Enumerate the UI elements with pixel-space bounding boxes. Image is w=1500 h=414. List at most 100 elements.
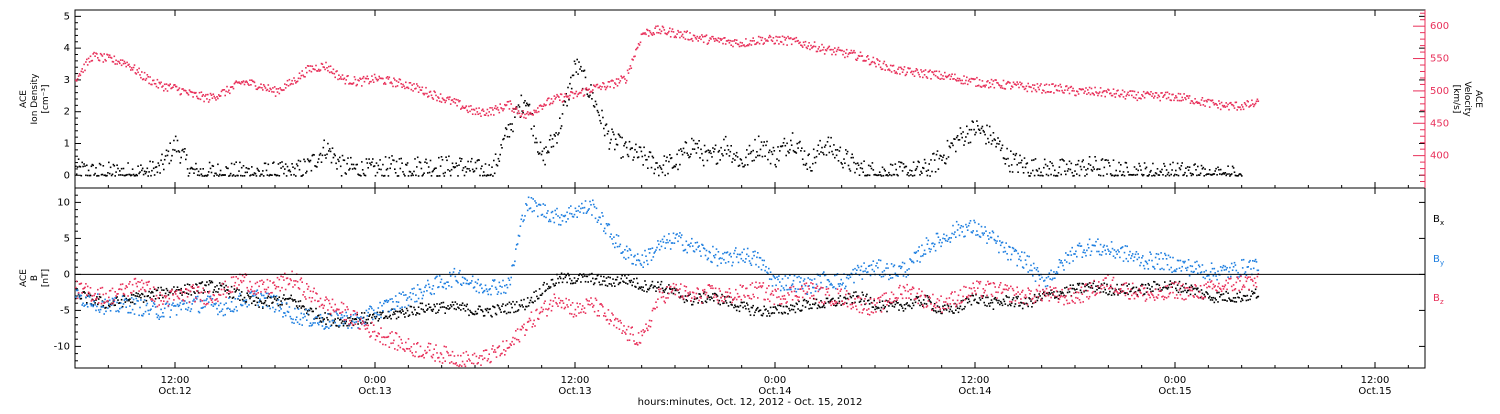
series-density-point bbox=[478, 159, 480, 161]
series-bx-point bbox=[897, 302, 899, 304]
series-density-point bbox=[240, 175, 242, 177]
series-velocity-point bbox=[413, 83, 415, 85]
series-bx-point bbox=[166, 288, 168, 290]
series-bx-point bbox=[1130, 290, 1132, 292]
series-density-point bbox=[299, 169, 301, 171]
series-velocity-point bbox=[922, 77, 924, 79]
series-density-point bbox=[872, 162, 874, 164]
series-bx-point bbox=[398, 316, 400, 318]
series-bx-point bbox=[105, 307, 107, 309]
series-density-point bbox=[183, 151, 185, 153]
series-bx bbox=[75, 273, 1259, 328]
field-ytick-label-2: 0 bbox=[64, 269, 70, 280]
series-density-point bbox=[837, 149, 839, 151]
series-by-point bbox=[733, 253, 735, 255]
series-density-point bbox=[100, 164, 102, 166]
series-density-point bbox=[664, 175, 666, 177]
series-density-point bbox=[929, 175, 931, 177]
series-bx-point bbox=[618, 284, 620, 286]
series-by-point bbox=[154, 304, 156, 306]
series-by-point bbox=[775, 285, 777, 287]
series-velocity-point bbox=[1180, 93, 1182, 95]
series-by-point bbox=[236, 310, 238, 312]
series-density-point bbox=[424, 161, 426, 163]
series-density-point bbox=[775, 166, 777, 168]
series-by-point bbox=[839, 285, 841, 287]
series-density-point bbox=[108, 162, 110, 164]
series-by-point bbox=[207, 296, 209, 298]
series-density-point bbox=[589, 95, 591, 97]
series-density-point bbox=[166, 150, 168, 152]
x-tick-time-5: 0:00 bbox=[1164, 375, 1186, 386]
series-bx-point bbox=[819, 307, 821, 309]
series-velocity-point bbox=[725, 43, 727, 45]
series-density-point bbox=[836, 155, 838, 157]
series-bx-point bbox=[202, 292, 204, 294]
series-velocity-point bbox=[506, 104, 508, 106]
series-velocity-point bbox=[655, 26, 657, 28]
series-bx-point bbox=[884, 306, 886, 308]
series-density-point bbox=[471, 158, 473, 160]
series-by-point bbox=[841, 284, 843, 286]
series-bx-point bbox=[155, 298, 157, 300]
series-density-point bbox=[421, 168, 423, 170]
series-velocity-point bbox=[268, 90, 270, 92]
series-bx-point bbox=[257, 302, 259, 304]
series-velocity-point bbox=[847, 56, 849, 58]
series-velocity-point bbox=[961, 80, 963, 82]
series-velocity-point bbox=[233, 88, 235, 90]
series-velocity-point bbox=[921, 71, 923, 73]
series-velocity-point bbox=[992, 84, 994, 86]
series-bx-point bbox=[1189, 286, 1191, 288]
series-bx-point bbox=[1219, 296, 1221, 298]
series-bx-point bbox=[605, 285, 607, 287]
series-bx-point bbox=[719, 300, 721, 302]
series-velocity-point bbox=[305, 67, 307, 69]
series-velocity-point bbox=[1143, 91, 1145, 93]
series-velocity-point bbox=[532, 114, 534, 116]
series-density-point bbox=[344, 160, 346, 162]
series-velocity-point bbox=[632, 59, 634, 61]
series-by-point bbox=[134, 313, 136, 315]
series-velocity-point bbox=[954, 74, 956, 76]
series-density-point bbox=[580, 66, 582, 68]
series-velocity-point bbox=[854, 52, 856, 54]
series-by-point bbox=[120, 302, 122, 304]
series-by-point bbox=[575, 208, 577, 210]
series-velocity-point bbox=[605, 89, 607, 91]
series-density-point bbox=[684, 152, 686, 154]
series-by-point bbox=[535, 202, 537, 204]
series-density-point bbox=[1232, 166, 1234, 168]
series-velocity-point bbox=[802, 46, 804, 48]
series-density-point bbox=[1148, 174, 1150, 176]
series-density-point bbox=[1112, 175, 1114, 177]
series-velocity-point bbox=[1052, 83, 1054, 85]
series-by-point bbox=[816, 284, 818, 286]
series-by-point bbox=[432, 288, 434, 290]
series-by-point bbox=[658, 244, 660, 246]
density-ytick-label-5: 5 bbox=[64, 11, 70, 22]
series-velocity-point bbox=[130, 69, 132, 71]
series-bx-point bbox=[958, 312, 960, 314]
series-by-point bbox=[279, 310, 281, 312]
series-velocity-point bbox=[527, 111, 529, 113]
series-bx-point bbox=[512, 301, 514, 303]
series-density-point bbox=[238, 170, 240, 172]
series-by-point bbox=[135, 303, 137, 305]
series-velocity-point bbox=[102, 55, 104, 57]
series-by-point bbox=[655, 249, 657, 251]
series-density-point bbox=[1108, 162, 1110, 164]
series-bx-point bbox=[817, 308, 819, 310]
series-by-point bbox=[834, 275, 836, 277]
series-by-point bbox=[190, 311, 192, 313]
series-velocity-point bbox=[884, 69, 886, 71]
series-velocity-point bbox=[678, 32, 680, 34]
series-bx-point bbox=[124, 295, 126, 297]
series-bx-point bbox=[626, 277, 628, 279]
series-density-point bbox=[320, 153, 322, 155]
series-density-point bbox=[218, 175, 220, 177]
series-by-point bbox=[823, 271, 825, 273]
series-by-point bbox=[695, 242, 697, 244]
series-by-point bbox=[481, 288, 483, 290]
series-bx-point bbox=[742, 307, 744, 309]
